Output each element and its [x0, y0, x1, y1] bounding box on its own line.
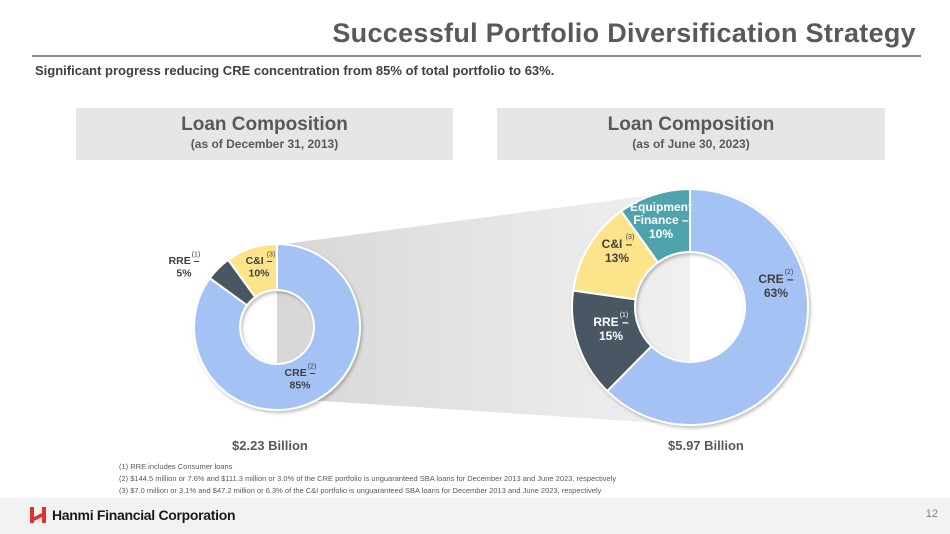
panel-date: (as of December 31, 2013) — [190, 137, 339, 151]
page-title: Successful Portfolio Diversification Str… — [332, 18, 916, 48]
footer-bar — [0, 498, 950, 534]
total-2023: $5.97 Billion — [668, 438, 744, 453]
slice-label: C&I –10% — [246, 255, 273, 280]
company-logo: Hanmi Financial Corporation — [30, 506, 236, 524]
footnote-2: (2) $144.5 million or 7.6% and $111.3 mi… — [119, 474, 617, 483]
panel-title: Loan Composition — [181, 114, 348, 135]
slice-ci — [226, 242, 278, 299]
slice-label: CRE –63% — [758, 272, 794, 300]
donut-2013-labels: CRE –85%(2) RRE –5%(1) C&I –10%(3) — [169, 252, 317, 392]
donut-2023-labels: CRE –63%(2) RRE –15%(1) C&I –13%(3)Equipme… — [593, 200, 794, 343]
panel-header-2023: Loan Composition (as of June 30, 2023) — [497, 108, 885, 160]
slice-equipmentfinance — [619, 187, 691, 264]
slice-cre — [193, 242, 361, 411]
slice-label: C&I –13% — [602, 237, 633, 265]
page-number: 12 — [925, 508, 938, 520]
donut-2013 — [193, 242, 361, 411]
donut-2023 — [571, 187, 809, 426]
slice-footnote-ref: (1) — [192, 252, 201, 259]
title-divider — [32, 55, 921, 57]
panel-date: (as of June 30, 2023) — [632, 137, 750, 151]
page-subtitle: Significant progress reducing CRE concen… — [35, 63, 555, 78]
total-2013: $2.23 Billion — [232, 438, 308, 453]
panel-header-2013: Loan Composition (as of December 31, 201… — [76, 108, 453, 160]
slice-label: Equipment Finance –10% — [630, 200, 692, 241]
footnote-3: (3) $7.0 million or 3.1% and $47.2 milli… — [119, 486, 602, 495]
slice-footnote-ref: (3) — [626, 234, 635, 241]
slice-label: RRE –15% — [593, 315, 629, 343]
slice-footnote-ref: (2) — [785, 269, 794, 276]
slice-label: RRE –5% — [169, 255, 200, 280]
slice-label: CRE –85% — [285, 367, 316, 392]
company-name: Hanmi Financial Corporation — [52, 507, 236, 523]
slice-footnote-ref: (2) — [308, 364, 317, 371]
slice-footnote-ref: (3) — [267, 252, 276, 259]
footnote-1: (1) RRE includes Consumer loans — [119, 462, 233, 471]
slice-footnote-ref: (1) — [620, 312, 629, 319]
panel-title: Loan Composition — [607, 114, 775, 135]
slice-cre — [605, 187, 809, 426]
hanmi-logo-icon — [30, 507, 46, 523]
